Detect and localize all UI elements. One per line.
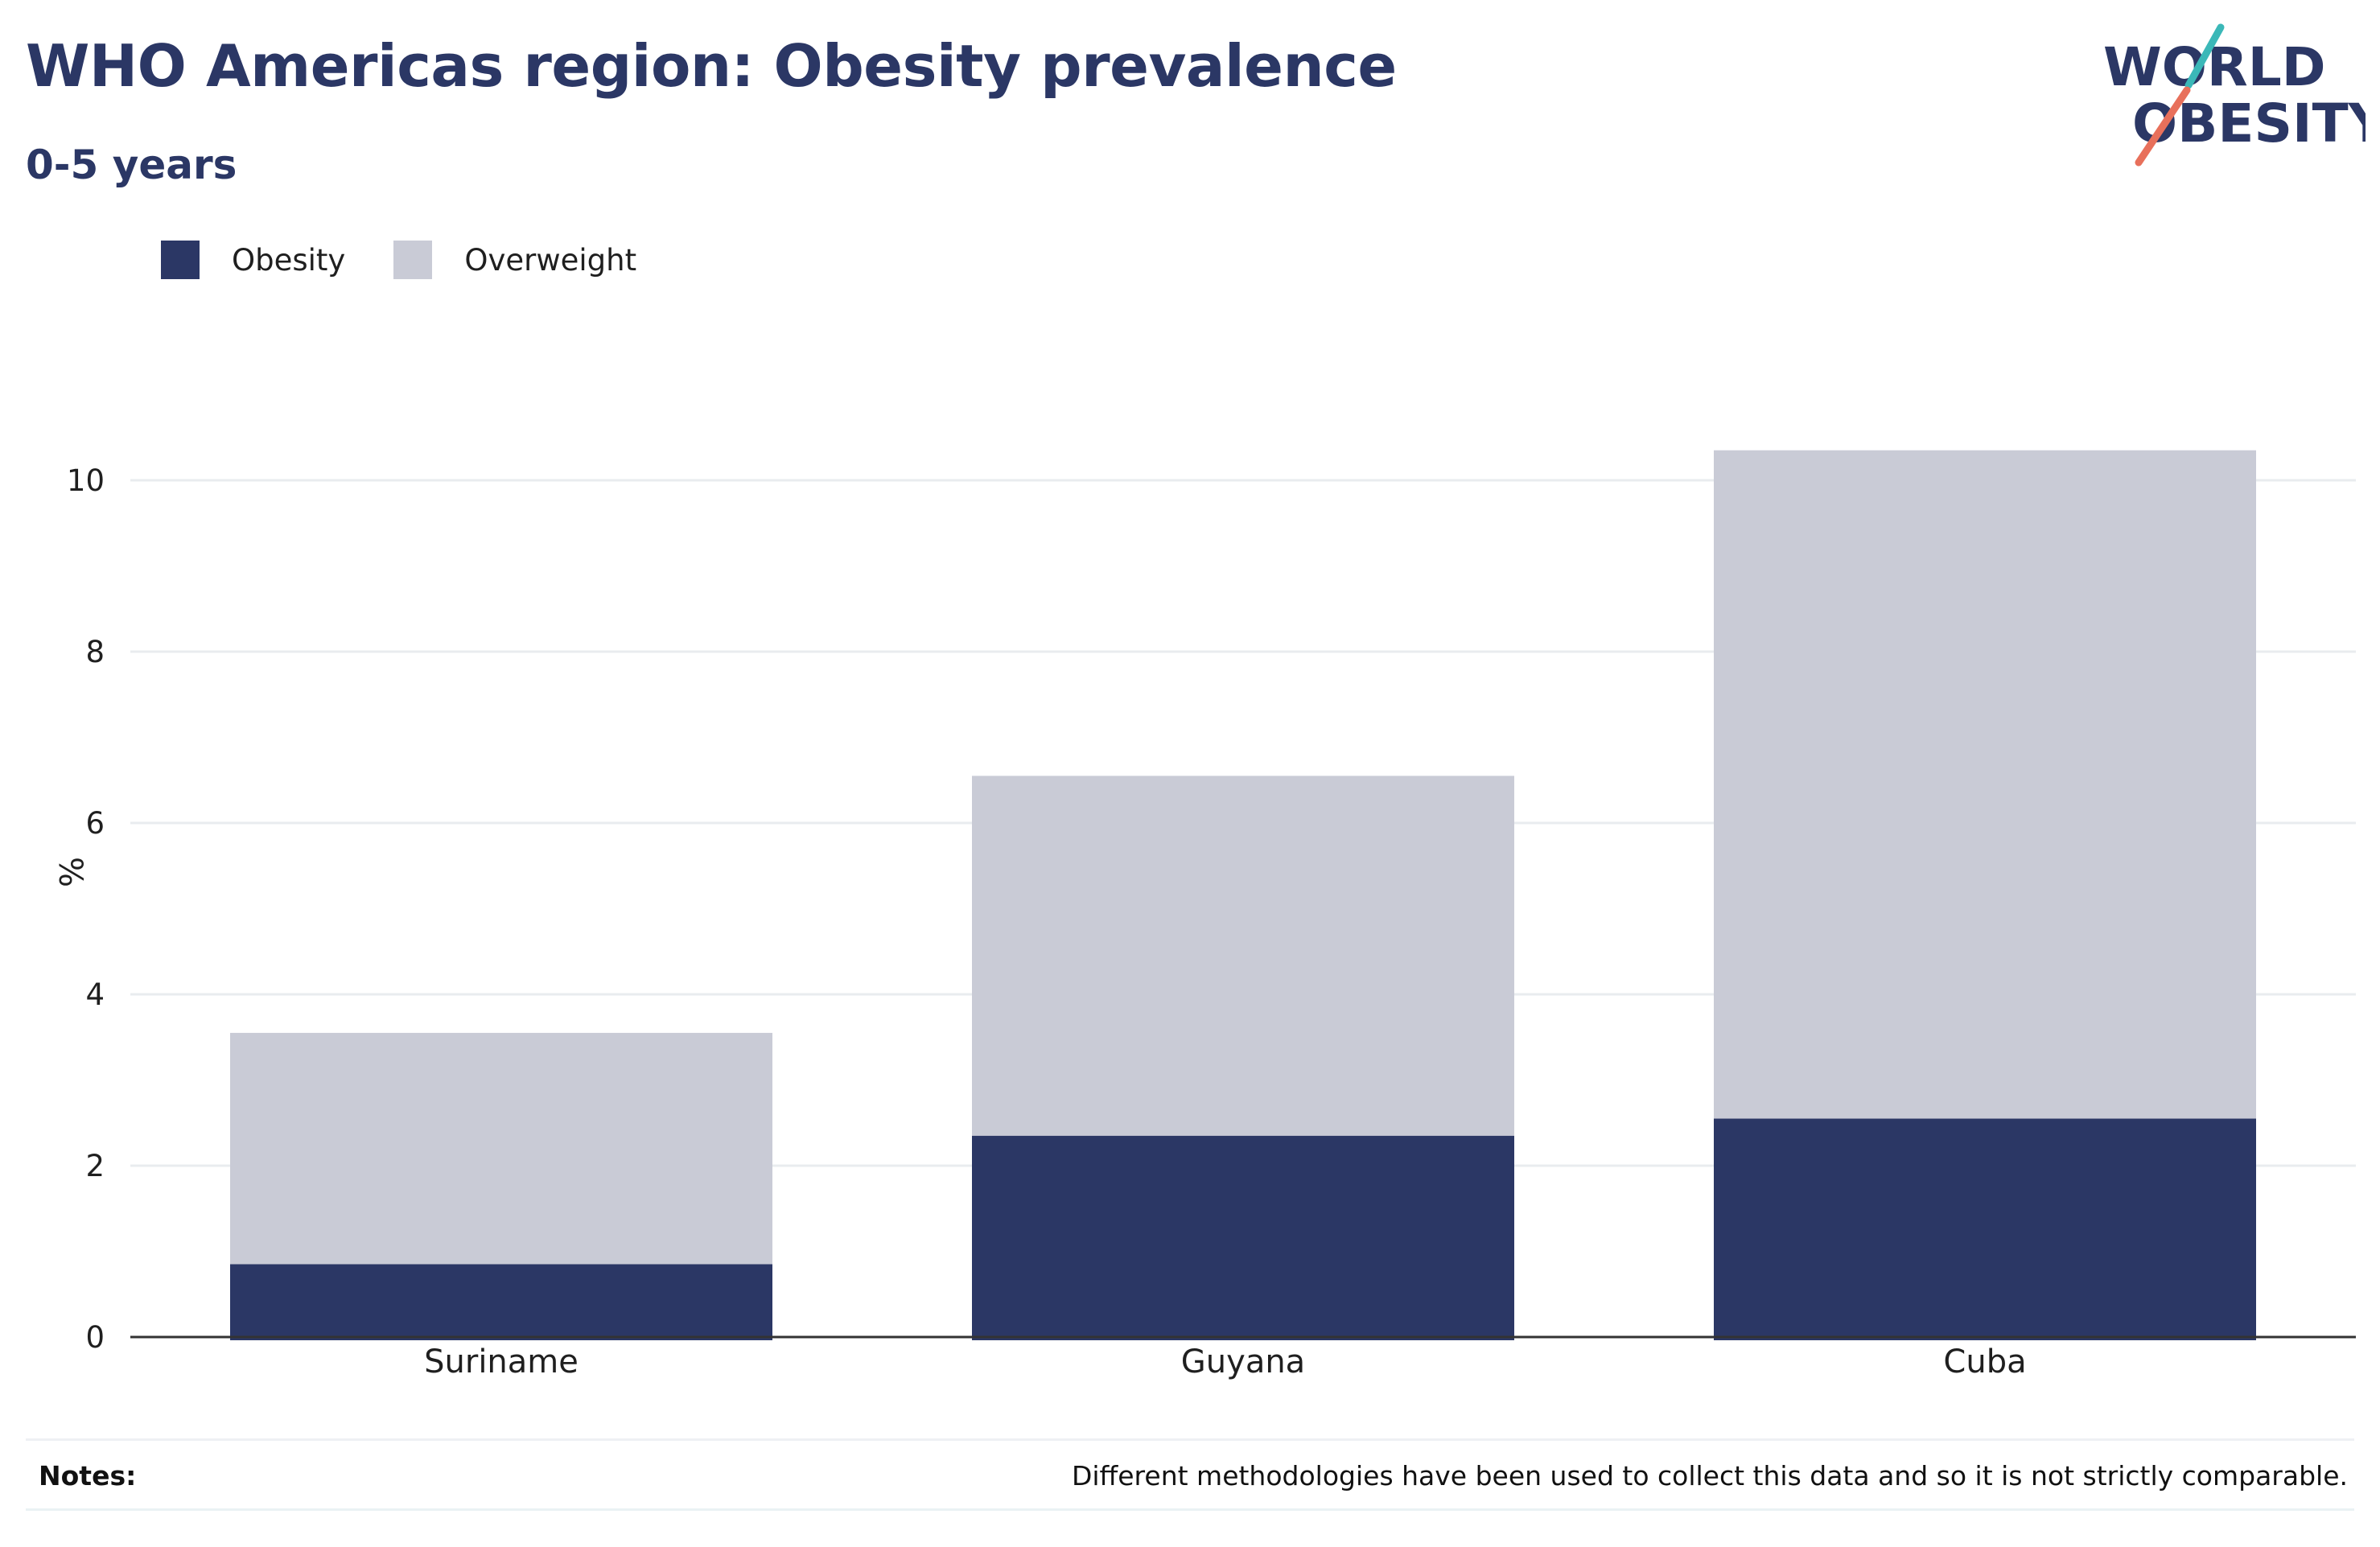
logo-slash-coral — [2135, 86, 2191, 167]
legend-item-overweight[interactable]: Overweight — [393, 241, 636, 279]
bar-overweight-suriname — [230, 1032, 772, 1265]
y-tick-label-0: 0 — [85, 1320, 105, 1355]
x-tick-label-cuba: Cuba — [1943, 1343, 2026, 1380]
notes-text: Different methodologies have been used t… — [1071, 1460, 2348, 1491]
y-tick-label-2: 2 — [85, 1149, 105, 1183]
bar-obesity-guyana — [972, 1135, 1514, 1340]
legend-label-obesity: Obesity — [232, 242, 346, 278]
chart-title: WHO Americas region: Obesity prevalence — [26, 32, 1397, 100]
bar-overweight-guyana — [972, 776, 1514, 1136]
legend-swatch-obesity — [161, 241, 200, 279]
y-tick-label-6: 6 — [85, 806, 105, 841]
logo-line-2: OBESITY — [2132, 93, 2366, 154]
logo-line-1: WORLD — [2103, 36, 2326, 98]
stacked-bar-chart: 0 2 4 6 8 10% Suriname Guyana Cuba — [51, 450, 2356, 1380]
legend-item-obesity[interactable]: Obesity — [161, 241, 345, 279]
legend-swatch-overweight — [393, 241, 433, 279]
bar-obesity-cuba — [1714, 1118, 2256, 1340]
legend-label-overweight: Overweight — [464, 242, 637, 278]
notes-label: Notes: — [39, 1460, 137, 1491]
x-tick-label-suriname: Suriname — [424, 1343, 579, 1380]
y-axis-label: % — [51, 857, 89, 887]
y-tick-label-8: 8 — [85, 635, 105, 669]
x-tick-label-guyana: Guyana — [1181, 1343, 1305, 1380]
chart-subtitle: 0-5 years — [26, 142, 237, 188]
chart-legend: Obesity Overweight — [161, 240, 685, 280]
notes-section: Notes: Different methodologies have been… — [26, 1438, 2354, 1511]
bar-overweight-cuba — [1714, 450, 2256, 1119]
world-obesity-logo: WORLD OBESITY — [2103, 23, 2366, 167]
y-tick-label-4: 4 — [85, 977, 105, 1012]
logo-slash-teal — [2184, 23, 2225, 89]
y-tick-label-10: 10 — [67, 463, 105, 498]
bar-obesity-suriname — [230, 1264, 772, 1340]
